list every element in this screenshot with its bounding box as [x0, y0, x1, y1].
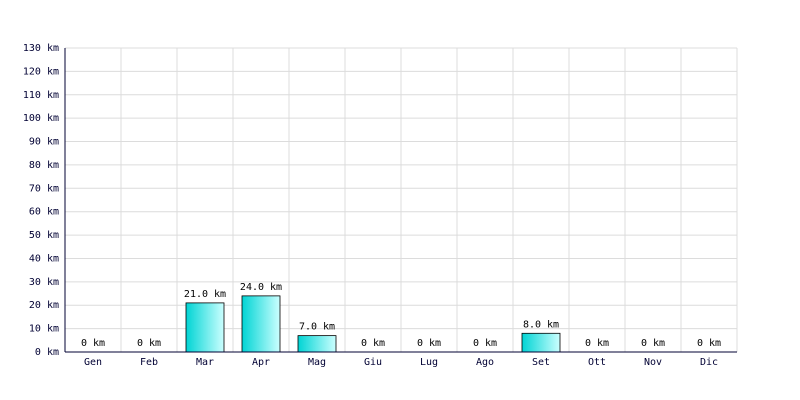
- x-tick-label: Ott: [588, 357, 606, 368]
- x-tick-label: Ago: [476, 357, 494, 368]
- bar: [185, 302, 225, 353]
- y-tick-label: 90 km: [29, 137, 59, 148]
- y-tick-label: 110 km: [23, 90, 59, 101]
- x-tick-label: Dic: [700, 357, 718, 368]
- x-tick-label: Mar: [196, 357, 214, 368]
- value-label: 21.0 km: [184, 289, 226, 300]
- value-label: 0 km: [585, 338, 609, 349]
- value-label: 24.0 km: [240, 282, 282, 293]
- y-tick-label: 130 km: [23, 43, 59, 54]
- value-label: 0 km: [641, 338, 665, 349]
- y-tick-label: 70 km: [29, 183, 59, 194]
- y-tick-label: 80 km: [29, 160, 59, 171]
- x-tick-label: Nov: [644, 357, 662, 368]
- y-tick-label: 50 km: [29, 230, 59, 241]
- bar: [297, 335, 337, 353]
- y-tick-label: 100 km: [23, 113, 59, 124]
- x-tick-label: Set: [532, 357, 550, 368]
- x-tick-label: Mag: [308, 357, 326, 368]
- value-label: 0 km: [417, 338, 441, 349]
- bar: [241, 295, 281, 353]
- bar: [521, 332, 561, 353]
- y-tick-label: 40 km: [29, 253, 59, 264]
- x-tick-label: Feb: [140, 357, 158, 368]
- x-tick-label: Lug: [420, 357, 438, 368]
- y-tick-label: 120 km: [23, 66, 59, 77]
- value-label: 0 km: [361, 338, 385, 349]
- x-tick-label: Gen: [84, 357, 102, 368]
- value-label: 8.0 km: [523, 319, 559, 330]
- y-tick-label: 30 km: [29, 277, 59, 288]
- x-tick-label: Giu: [364, 357, 382, 368]
- y-tick-label: 10 km: [29, 324, 59, 335]
- value-label: 0 km: [473, 338, 497, 349]
- y-tick-label: 20 km: [29, 300, 59, 311]
- value-label: 0 km: [137, 338, 161, 349]
- y-tick-label: 0 km: [35, 347, 59, 358]
- value-label: 0 km: [697, 338, 721, 349]
- value-label: 7.0 km: [299, 322, 335, 333]
- y-tick-label: 60 km: [29, 207, 59, 218]
- value-label: 0 km: [81, 338, 105, 349]
- x-tick-label: Apr: [252, 357, 270, 368]
